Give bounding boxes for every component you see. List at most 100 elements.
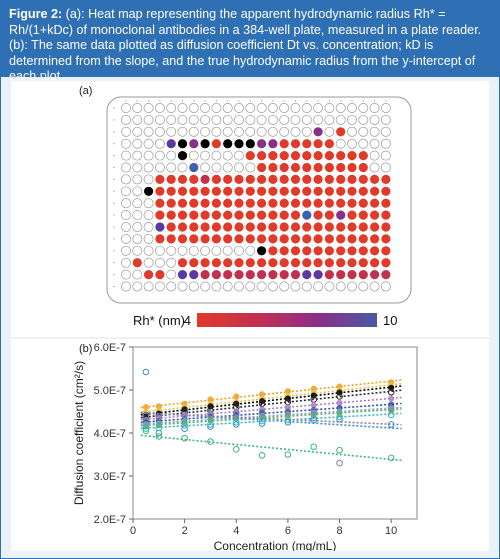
plate-well — [166, 281, 177, 292]
plate-well — [143, 114, 154, 125]
plate-well — [132, 174, 143, 185]
plate-well — [290, 234, 301, 244]
plate-well — [223, 186, 233, 196]
plate-well — [121, 281, 131, 292]
panel-b: (b) 2.0E-7 3.0E-7 4.0E-7 5.0E-7 6.0E-7 0 2 4 6 8 1… — [11, 339, 489, 553]
plate-well — [369, 150, 380, 161]
plate-well — [234, 174, 244, 184]
plate-well — [211, 281, 222, 292]
plate-well — [324, 139, 334, 149]
plate-well — [381, 186, 391, 196]
plate-well — [257, 162, 267, 173]
plate-well — [121, 257, 131, 268]
plate-well — [223, 198, 233, 208]
plate-well — [223, 210, 233, 220]
plate-well — [257, 174, 267, 184]
data-point — [207, 421, 214, 428]
plate-well — [290, 174, 301, 184]
plate-well — [336, 234, 346, 244]
plate-well — [245, 186, 255, 196]
plate-well — [200, 234, 210, 244]
plate-well — [200, 103, 211, 113]
plate-well — [279, 126, 290, 137]
plate-well — [301, 281, 312, 292]
plate-well — [234, 162, 244, 173]
plate-well — [268, 139, 278, 149]
plate-well — [121, 210, 131, 221]
plate-well — [302, 246, 312, 256]
plate-well — [166, 269, 177, 280]
plate-well — [279, 270, 289, 280]
data-point — [310, 407, 318, 414]
x-tick-label: 0 — [130, 525, 136, 537]
data-point — [155, 424, 163, 432]
plate-well — [380, 150, 391, 161]
plate-well — [268, 198, 278, 208]
plate-well — [188, 281, 199, 292]
data-point — [207, 410, 214, 418]
data-point — [232, 409, 240, 417]
plate-well — [279, 114, 290, 125]
x-axis-label: Concentration (mg/mL) — [214, 539, 337, 551]
data-point — [336, 399, 343, 406]
plate-well — [166, 186, 176, 196]
plate-well — [313, 198, 323, 208]
data-point — [336, 446, 343, 454]
plate-well — [324, 258, 334, 268]
plate-well — [166, 114, 177, 125]
plate-well — [335, 103, 346, 113]
data-point — [310, 416, 318, 424]
plate-well — [154, 138, 165, 149]
plate-well — [200, 222, 210, 232]
plate-well — [290, 126, 301, 137]
y-tick-label: 3.0E-7 — [94, 471, 126, 483]
plate-well — [166, 139, 176, 149]
plate-well — [324, 270, 334, 280]
plate-well — [144, 270, 154, 280]
plate-well — [381, 174, 391, 184]
x-tick-label: 4 — [233, 525, 239, 537]
plate-well — [234, 198, 244, 208]
data-point — [284, 408, 292, 415]
plate-well — [381, 222, 391, 232]
data-point — [155, 433, 163, 440]
plate-well — [234, 234, 244, 244]
data-point — [142, 404, 149, 411]
plate-well — [324, 281, 335, 292]
plate-well — [245, 270, 255, 280]
plate-well — [279, 198, 289, 208]
plate-well — [234, 222, 244, 232]
plate-well — [336, 270, 346, 280]
plate-well — [290, 162, 301, 173]
plate-well — [336, 246, 346, 256]
plate-well — [189, 162, 199, 173]
plate-well — [302, 270, 312, 280]
plate-well — [358, 281, 369, 292]
plate-well — [121, 150, 131, 161]
plate-well — [166, 198, 176, 208]
plate-well — [267, 281, 278, 292]
plate-well — [234, 281, 244, 292]
plate-well — [257, 270, 267, 280]
plate-well — [143, 126, 154, 137]
plate-well — [358, 103, 369, 113]
plate-well — [154, 103, 165, 113]
plate-well — [189, 186, 199, 196]
plate-well — [222, 281, 233, 292]
plate-well — [234, 126, 244, 137]
plate-well — [268, 258, 278, 268]
plate-well — [313, 174, 323, 184]
trend-line — [140, 412, 402, 430]
plate-well — [369, 126, 380, 137]
plate-well — [166, 174, 176, 184]
plate-well — [302, 198, 312, 208]
plate-well — [222, 114, 233, 125]
plate-well — [336, 198, 346, 208]
plate-well — [132, 233, 143, 244]
plate-well — [188, 103, 199, 113]
figure-caption: Figure 2: (a): Heat map representing the… — [1, 1, 499, 83]
plate-well — [189, 174, 199, 184]
plate-well — [223, 222, 233, 232]
plate-well — [279, 151, 289, 161]
plate-well — [336, 162, 346, 173]
